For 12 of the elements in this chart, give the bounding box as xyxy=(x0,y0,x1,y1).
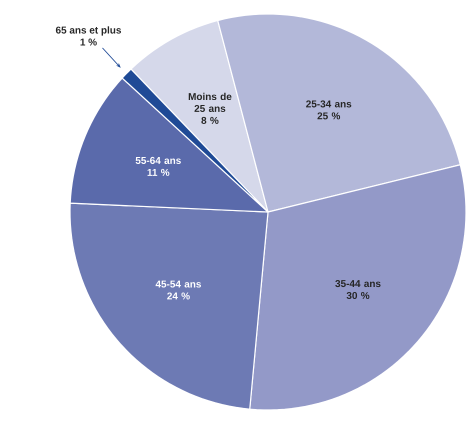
slice-label: 25-34 ans xyxy=(306,100,352,108)
data-label: 11 % xyxy=(148,168,170,176)
data-label: 25 % xyxy=(317,112,340,120)
slice-label: 65 ans et plus xyxy=(56,26,122,36)
data-label: 1 % xyxy=(80,38,97,46)
slice-label: Moins de 25 ans xyxy=(188,92,232,112)
slice-label: 55-64 ans xyxy=(136,156,181,164)
data-label: 8 % xyxy=(201,116,219,124)
data-label: 30 % xyxy=(346,292,370,300)
slice-label: 35-44 ans xyxy=(335,280,381,288)
slice-label: 45-54 ans xyxy=(156,280,202,288)
data-label: 24 % xyxy=(167,292,190,300)
